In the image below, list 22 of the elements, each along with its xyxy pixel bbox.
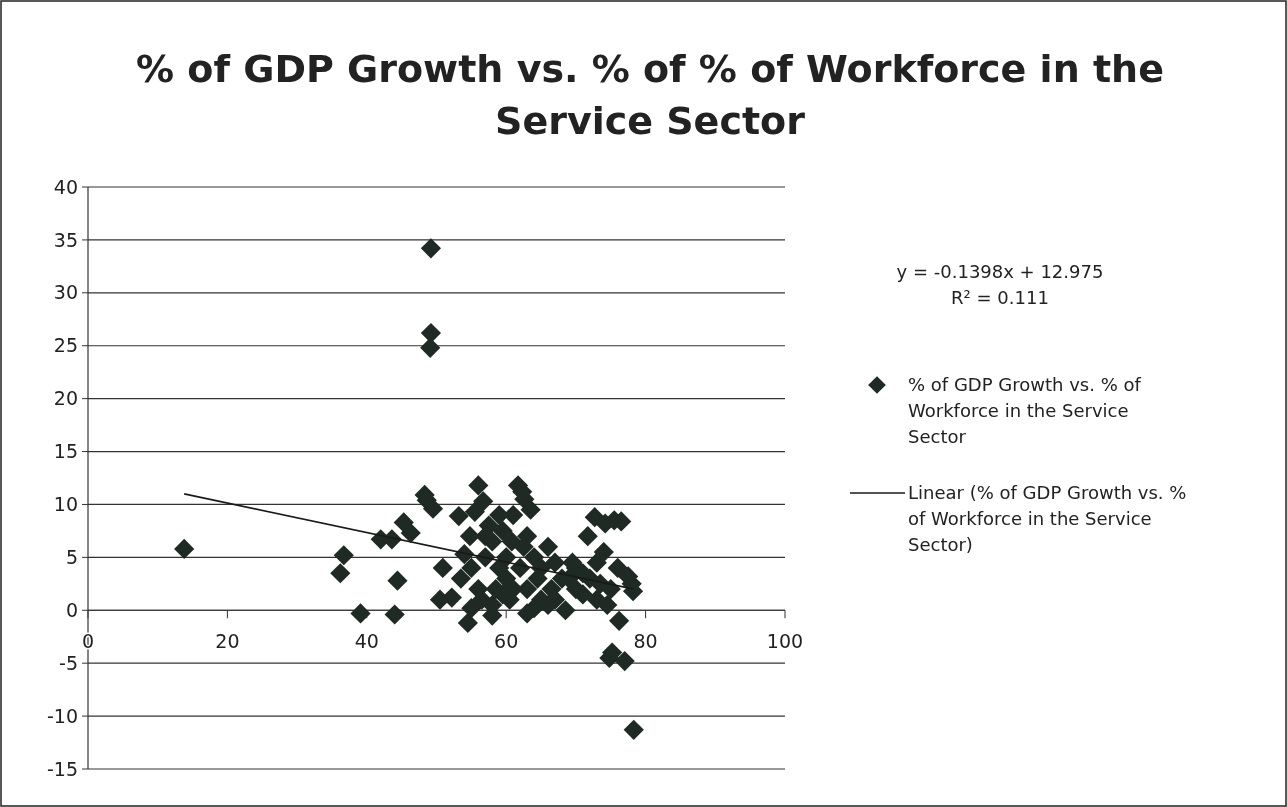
y-tick-label: -10 [46,704,78,727]
y-tick-label: 35 [53,228,78,251]
x-tick-label: 20 [215,630,240,653]
y-tick-label: 10 [53,493,78,516]
y-tick-label: 40 [53,175,78,198]
text: R² = 0.111 [951,287,1049,308]
y-tick-label: 15 [53,440,78,463]
x-tick-label: 40 [354,630,379,653]
y-tick-label: 5 [65,546,78,569]
x-tick-label: 100 [766,630,804,653]
legend-label: % of GDP Growth vs. % of Workforce in the Service Sector [908,374,1142,448]
y-tick-label: 0 [65,598,78,621]
text: y = -0.1398x + 12.975 [896,261,1104,282]
chart-title: % of GDP Growth vs. % of % of Workforce in the Service Sector [136,47,1164,143]
y-tick-label: -15 [46,757,78,780]
x-tick-label: 80 [633,630,658,653]
x-tick-label: 60 [494,630,519,653]
y-tick-label: -5 [59,651,78,674]
legend-label: Linear (% of GDP Growth vs. % of Workforce in the Service Sector) [908,482,1187,556]
y-tick-label: 20 [53,387,78,410]
y-tick-label: 30 [53,281,78,304]
y-tick-label: 25 [53,334,78,357]
